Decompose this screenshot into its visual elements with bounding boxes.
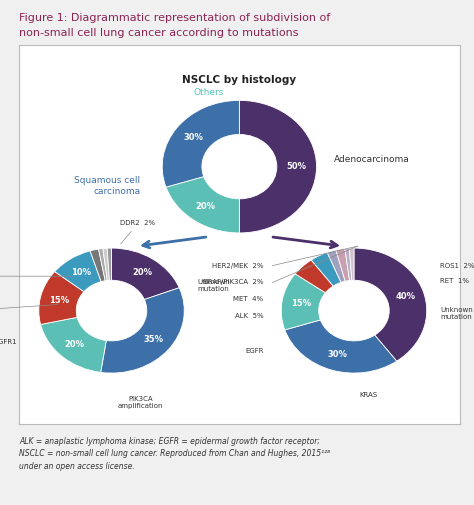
Text: MET  4%: MET 4% <box>234 296 264 302</box>
Text: RET  1%: RET 1% <box>440 278 469 284</box>
Wedge shape <box>41 317 106 372</box>
Text: Squamous cell
carcinoma: Squamous cell carcinoma <box>74 176 140 195</box>
Text: NSCLC by histology: NSCLC by histology <box>182 75 296 85</box>
Text: 15%: 15% <box>291 299 311 308</box>
Wedge shape <box>336 248 349 281</box>
Wedge shape <box>354 248 427 361</box>
Text: DDR2  2%: DDR2 2% <box>120 220 155 244</box>
Wedge shape <box>327 250 345 282</box>
Text: Unknown
mutation: Unknown mutation <box>440 307 473 320</box>
Text: ALK  5%: ALK 5% <box>235 313 264 319</box>
Wedge shape <box>239 100 317 233</box>
Text: non-small cell lung cancer according to mutations: non-small cell lung cancer according to … <box>19 28 299 38</box>
Text: FGFR1: FGFR1 <box>0 339 17 345</box>
Wedge shape <box>90 249 105 282</box>
Text: 35%: 35% <box>144 335 164 344</box>
Text: 30%: 30% <box>183 133 203 142</box>
Text: Unknown
mutation: Unknown mutation <box>198 279 230 292</box>
Wedge shape <box>285 320 397 373</box>
Text: 30%: 30% <box>328 350 347 359</box>
Text: Others: Others <box>193 87 224 96</box>
Text: 20%: 20% <box>196 202 216 211</box>
Text: PTEN: PTEN <box>0 273 73 279</box>
Wedge shape <box>162 100 239 187</box>
Wedge shape <box>295 260 333 293</box>
Wedge shape <box>281 274 326 330</box>
Text: BRAF/PIK3CA  2%: BRAF/PIK3CA 2% <box>203 279 264 285</box>
Wedge shape <box>345 248 352 280</box>
Text: 20%: 20% <box>65 340 85 349</box>
Text: 10%: 10% <box>71 268 91 277</box>
Text: EGFR: EGFR <box>245 348 264 354</box>
Wedge shape <box>107 248 111 280</box>
Text: 20%: 20% <box>132 268 152 277</box>
Wedge shape <box>349 248 354 280</box>
Wedge shape <box>111 248 179 299</box>
Text: 40%: 40% <box>395 292 415 301</box>
Text: ALK = anaplastic lymphoma kinase; EGFR = epidermal growth factor receptor;
NSCLC: ALK = anaplastic lymphoma kinase; EGFR =… <box>19 437 330 471</box>
Text: Figure 1: Diagrammatic representation of subdivision of: Figure 1: Diagrammatic representation of… <box>19 13 330 23</box>
Wedge shape <box>311 252 341 286</box>
Text: 15%: 15% <box>49 296 69 305</box>
Text: HER2/MEK  2%: HER2/MEK 2% <box>212 263 264 269</box>
Text: PIK3CA
mutation: PIK3CA mutation <box>0 304 58 317</box>
Wedge shape <box>103 248 109 280</box>
Text: 50%: 50% <box>287 162 307 171</box>
Wedge shape <box>55 251 101 292</box>
Text: PIK3CA
amplification: PIK3CA amplification <box>118 396 164 409</box>
Wedge shape <box>39 272 84 325</box>
Text: ROS1  2%: ROS1 2% <box>440 263 474 269</box>
Text: KRAS: KRAS <box>359 392 378 398</box>
Wedge shape <box>99 248 107 281</box>
Wedge shape <box>100 288 184 373</box>
Text: Adenocarcinoma: Adenocarcinoma <box>334 155 410 164</box>
Wedge shape <box>166 177 239 233</box>
